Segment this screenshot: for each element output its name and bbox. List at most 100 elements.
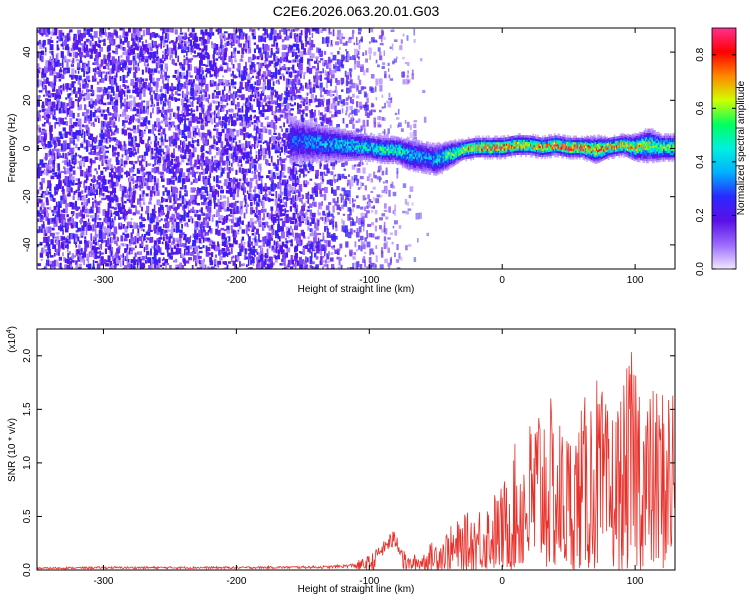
spectrogram-cell	[81, 79, 84, 84]
spectrogram-cell	[238, 243, 242, 249]
spectrogram-cell	[253, 42, 256, 45]
spectrogram-cell	[121, 128, 125, 135]
spectrogram-cell	[125, 66, 130, 71]
spectrogram-cell	[253, 128, 257, 131]
spectrogram-cell	[53, 221, 57, 227]
spectrogram-cell	[169, 197, 172, 203]
spectrogram-cell	[267, 186, 271, 191]
spectrogram-cell	[322, 37, 324, 44]
spectrogram-cell	[256, 252, 260, 255]
spectrogram-cell	[162, 128, 166, 135]
spectrogram-cell	[205, 51, 208, 56]
spectrogram-cell	[156, 106, 160, 114]
spectrogram-cell	[247, 221, 251, 228]
spectrogram-cell	[296, 204, 299, 208]
spectrogram-cell	[285, 85, 289, 91]
spectrogram-cell	[241, 244, 244, 251]
spectrogram-cell	[251, 86, 256, 93]
spectrogram-cell	[106, 221, 111, 226]
spectrogram-cell	[296, 222, 300, 225]
spectrogram-cell	[222, 45, 224, 49]
spectrogram-cell	[311, 53, 315, 59]
spectrogram-cell	[270, 198, 274, 202]
spectrogram-cell	[213, 244, 216, 250]
spectrogram-cell	[93, 31, 98, 38]
spectrogram-cell	[254, 220, 257, 224]
spectrogram-cell	[305, 40, 307, 47]
spectrogram-cell	[194, 234, 198, 240]
spectrogram-cell	[263, 194, 268, 197]
spectrogram-cell	[198, 255, 202, 259]
spectrogram-cell	[276, 240, 279, 247]
spectrogram-cell	[115, 125, 118, 131]
spectrogram-cell	[336, 196, 339, 204]
spectrogram-cell	[64, 105, 68, 111]
spectrogram-cell	[256, 194, 260, 199]
spectrogram-cell	[87, 115, 90, 119]
spectrogram-cell	[252, 238, 257, 241]
spectrogram-cell	[153, 252, 157, 258]
spectrogram-cell	[232, 55, 235, 58]
spectrogram-cell	[220, 64, 223, 67]
spectrogram-cell	[173, 206, 176, 211]
spectrogram-cell	[122, 67, 124, 73]
spectrogram-cell	[87, 218, 90, 222]
spectrogram-cell	[273, 183, 277, 190]
spectrogram-cell	[181, 183, 184, 188]
spectrogram-cell	[68, 260, 72, 266]
spectrogram-cell	[326, 260, 330, 263]
spectrogram-cell	[100, 32, 103, 38]
spectrogram-cell	[105, 146, 109, 149]
spectrogram-cell	[139, 93, 142, 100]
spectrogram-cell	[162, 109, 164, 113]
spectrogram-cell	[43, 121, 46, 125]
spectrogram-cell	[49, 122, 52, 126]
spectrogram-cell	[265, 56, 269, 62]
spectrogram-cell	[58, 256, 62, 261]
spectrogram-cell	[183, 49, 187, 53]
spectrogram-cell	[169, 140, 172, 147]
spectrogram-cell	[289, 206, 292, 212]
spectrogram-cell	[336, 256, 340, 260]
spectrogram-cell	[328, 251, 330, 256]
spectrogram-cell	[120, 174, 123, 179]
spectrogram-cell	[201, 145, 205, 151]
spectrogram-cell	[55, 189, 59, 192]
spectrogram-cell	[170, 40, 174, 43]
spectrogram-cell	[258, 110, 262, 115]
spectrogram-cell	[239, 200, 243, 208]
spectrogram-cell	[96, 86, 99, 93]
spectrogram-cell	[285, 52, 289, 57]
spectrogram-cell	[249, 218, 254, 225]
spectrogram-cell	[132, 265, 136, 269]
spectrogram-cell	[81, 247, 83, 255]
spectrogram-cell	[54, 189, 58, 195]
spectrogram-cell	[107, 195, 111, 201]
spectrogram-cell	[175, 54, 177, 59]
spectrogram-cell	[324, 251, 327, 254]
spectrogram-cell	[89, 110, 93, 116]
spectrogram-cell	[198, 132, 201, 137]
spectrogram-cell	[332, 94, 335, 96]
spectrogram-cell	[219, 255, 223, 261]
spectrogram-cell	[136, 233, 140, 237]
spectrogram-cell	[248, 90, 252, 93]
spectrogram-cell	[67, 252, 70, 259]
spectrogram-cell	[118, 64, 121, 70]
spectrogram-cell	[224, 62, 228, 66]
spectrogram-cell	[281, 93, 283, 96]
spectrogram-cell	[208, 131, 212, 137]
spectrogram-cell	[312, 201, 315, 206]
spectrogram-cell	[40, 50, 45, 56]
spectrogram-cell	[73, 122, 76, 126]
spectrogram-cell	[326, 228, 329, 233]
spectrogram-cell	[295, 255, 298, 260]
spectrogram-cell	[242, 71, 246, 79]
spectrogram-cell	[328, 117, 332, 123]
spectrogram-cell	[273, 29, 277, 35]
spectrogram-cell	[157, 70, 160, 74]
spectrogram-cell	[186, 109, 189, 117]
spectrogram-cell	[204, 229, 206, 237]
spectrogram-cell	[183, 75, 186, 79]
spectrogram-cell	[184, 93, 187, 98]
